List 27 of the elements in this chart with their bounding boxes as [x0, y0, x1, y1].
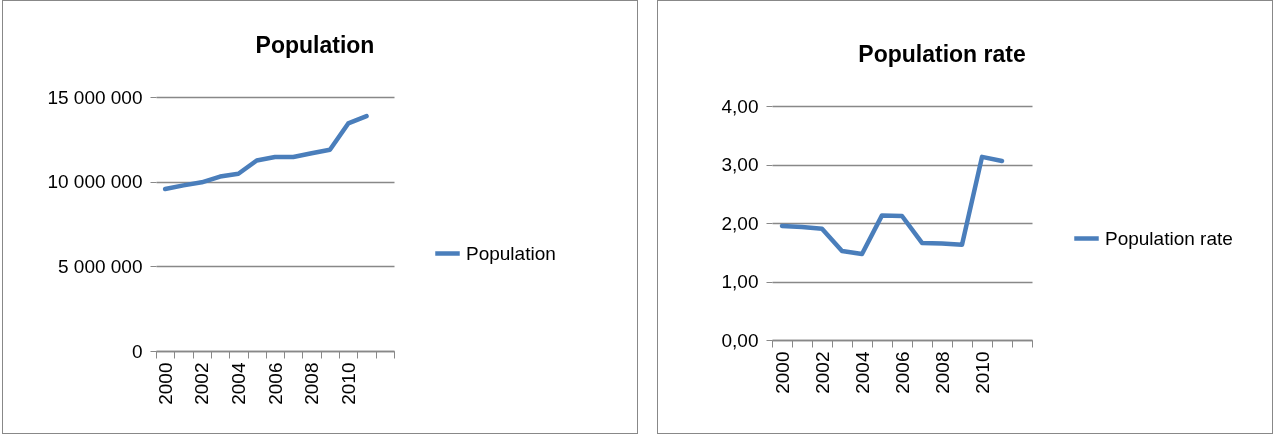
y-tick-label: 1,00: [721, 271, 759, 292]
x-tick-label: 2006: [264, 362, 286, 405]
x-tick-label: 2008: [931, 351, 953, 394]
x-tick-label: 2006: [891, 351, 913, 394]
x-tick-label: 2000: [771, 351, 793, 394]
y-tick-label: 5 000 000: [57, 255, 143, 277]
x-tick-label: 2002: [191, 362, 213, 405]
x-tick-label: 2002: [811, 351, 833, 394]
chart-title: Population rate: [858, 41, 1026, 67]
chart-title: Population: [255, 32, 375, 58]
x-tick-label: 2008: [301, 362, 323, 405]
y-tick-label: 15 000 000: [47, 86, 143, 108]
y-tick-label: 10 000 000: [47, 171, 143, 193]
x-tick-label: 2004: [227, 362, 249, 405]
x-tick-label: 2010: [971, 351, 993, 394]
y-tick-label: 3,00: [721, 154, 759, 175]
y-tick-label: 2,00: [721, 212, 759, 234]
x-tick-label: 2004: [851, 351, 873, 394]
y-tick-label: 4,00: [721, 95, 759, 117]
y-tick-label: 0,00: [721, 329, 759, 351]
x-tick-label: 2000: [154, 362, 176, 405]
line-series: [779, 154, 1005, 257]
x-tick-label: 2010: [337, 362, 359, 405]
legend-label: Population rate: [1105, 227, 1233, 249]
line-series: [162, 113, 369, 192]
legend-label: Population: [466, 242, 556, 264]
y-tick-label: 0: [131, 340, 143, 362]
